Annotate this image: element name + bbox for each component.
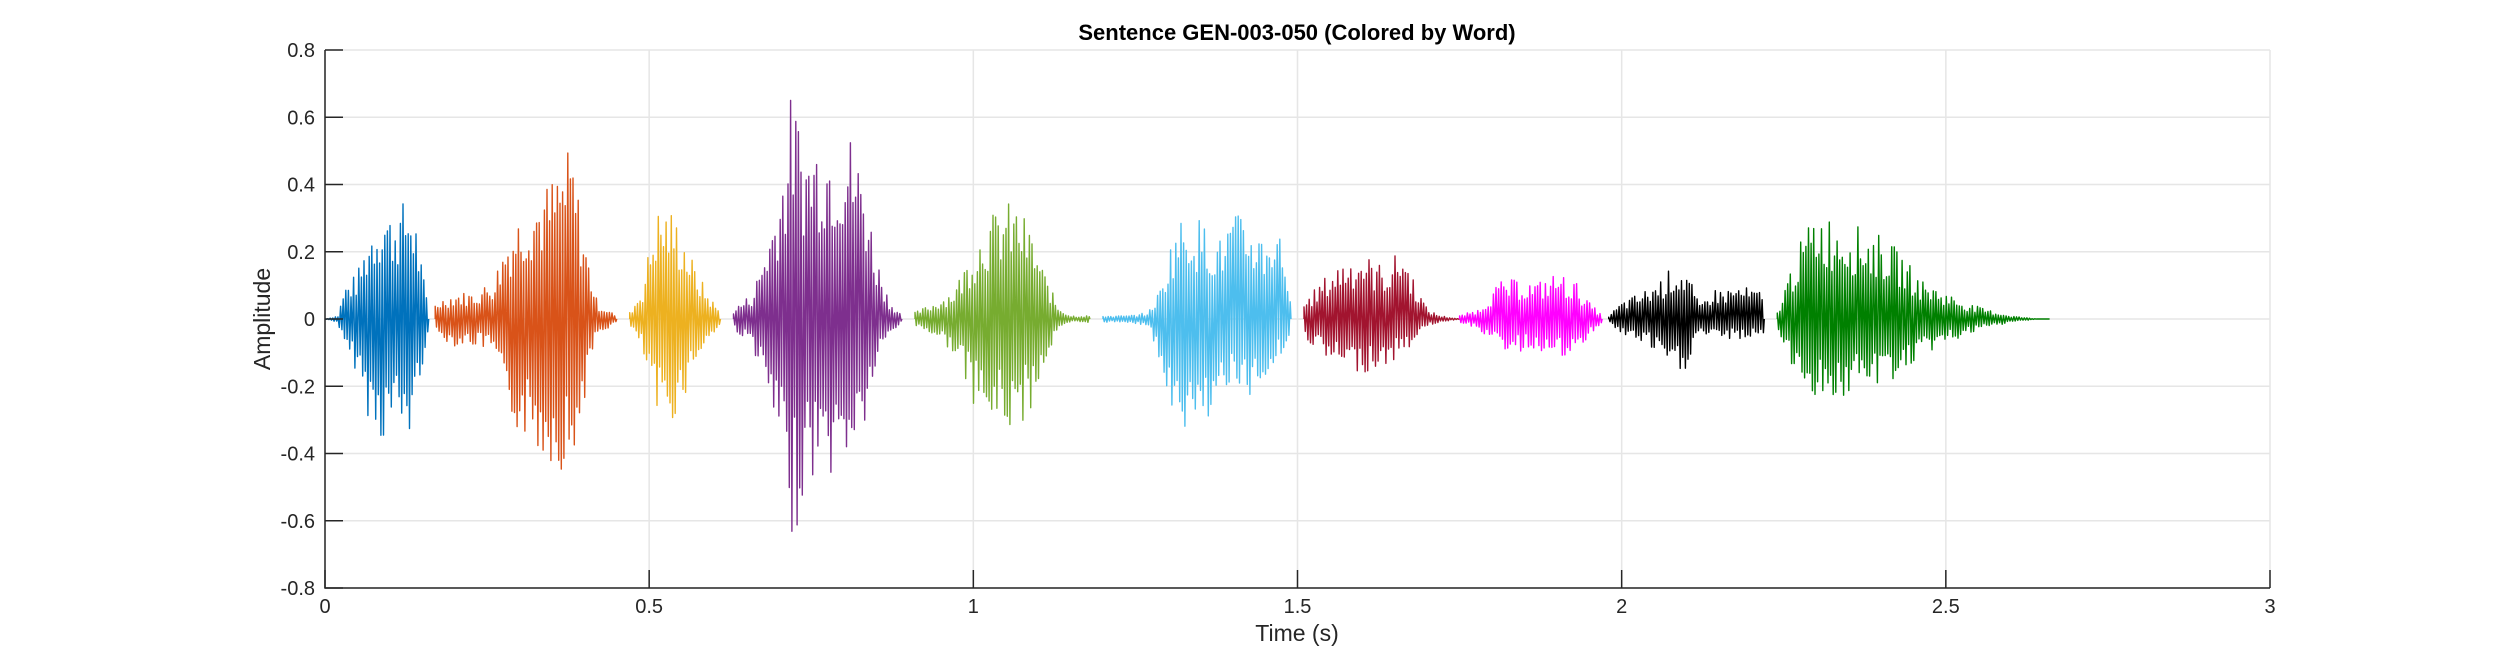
- x-ticks: 0 0.5 1 1.5 2 2.5 3: [319, 570, 2276, 618]
- y-tick-label: -0.2: [281, 376, 315, 398]
- word-waveform-trace: [732, 99, 903, 532]
- word-waveform-trace: [1102, 215, 1292, 427]
- x-tick-label: 2: [1616, 596, 1627, 618]
- y-ticks: -0.8 -0.6 -0.4 -0.2 0 0.2 0.4 0.6 0.8: [281, 40, 343, 600]
- word-waveform-2: [434, 152, 618, 470]
- waveform-series: [324, 99, 2050, 532]
- word-waveform-trace: [914, 203, 1091, 426]
- y-tick-label: 0.4: [287, 175, 315, 197]
- y-tick-label: 0: [304, 309, 315, 331]
- word-waveform-trace: [1776, 221, 2050, 396]
- word-waveform-5: [914, 203, 1091, 426]
- y-tick-label: 0.6: [287, 107, 315, 129]
- word-waveform-9: [1608, 270, 1765, 370]
- word-waveform-trace: [1303, 255, 1460, 373]
- word-waveform-trace: [1608, 270, 1765, 370]
- word-waveform-4: [732, 99, 903, 532]
- x-tick-label: 0.5: [635, 596, 663, 618]
- y-tick-label: 0.8: [287, 40, 315, 62]
- word-waveform-trace: [629, 215, 722, 419]
- y-tick-label: -0.4: [281, 444, 315, 466]
- word-waveform-7: [1303, 255, 1460, 373]
- word-waveform-10: [1776, 221, 2050, 396]
- word-waveform-8: [1458, 275, 1603, 356]
- word-waveform-3: [629, 215, 722, 419]
- word-waveform-trace: [434, 152, 618, 470]
- y-axis-label: Amplitude: [249, 268, 275, 370]
- y-tick-label: -0.8: [281, 578, 315, 600]
- x-tick-label: 1: [968, 596, 979, 618]
- chart-title: Sentence GEN-003-050 (Colored by Word): [1078, 20, 1515, 45]
- x-tick-label: 3: [2264, 596, 2275, 618]
- word-waveform-trace: [1458, 275, 1603, 356]
- y-tick-label: -0.6: [281, 511, 315, 533]
- word-waveform-6: [1102, 215, 1292, 427]
- y-tick-label: 0.2: [287, 242, 315, 264]
- x-tick-label: 2.5: [1932, 596, 1960, 618]
- x-tick-label: 0: [319, 596, 330, 618]
- plot-area: 0 0.5 1 1.5 2 2.5 3 -0.8 -0.6 -0.4 -0.2 0 0.2 0.4 0.6…: [281, 40, 2276, 618]
- x-axis-label: Time (s): [1255, 620, 1338, 646]
- x-tick-label: 1.5: [1284, 596, 1312, 618]
